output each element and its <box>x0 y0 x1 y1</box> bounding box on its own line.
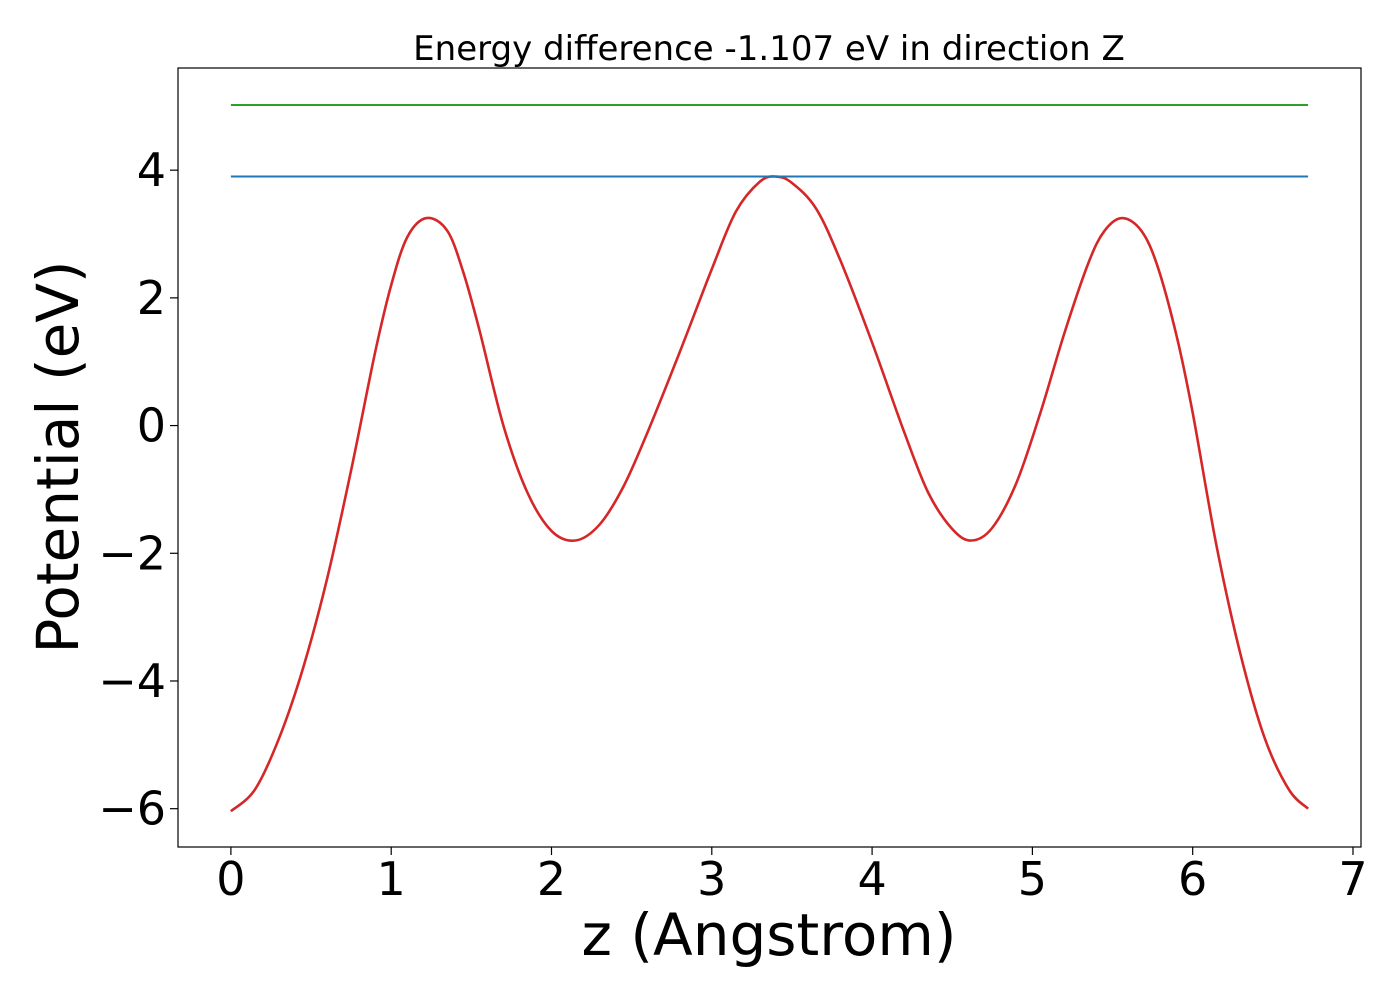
chart-title: Energy difference -1.107 eV in direction… <box>413 29 1125 69</box>
x-tick-label: 5 <box>1018 852 1047 906</box>
x-axis-ticks: 0 1 2 3 4 5 6 7 <box>216 847 1368 906</box>
y-tick-label: 0 <box>137 399 166 453</box>
plot-frame <box>177 67 1362 848</box>
y-tick-label: 2 <box>137 271 166 325</box>
y-tick-label: −6 <box>98 782 166 836</box>
x-tick-label: 6 <box>1178 852 1207 906</box>
x-tick-label: 3 <box>697 852 726 906</box>
y-axis-label: Potential (eV) <box>24 260 92 653</box>
y-axis-ticks: −6 −4 −2 0 2 4 <box>98 143 178 836</box>
x-axis-label: z (Angstrom) <box>582 901 957 969</box>
x-tick-label: 2 <box>537 852 566 906</box>
y-tick-label: 4 <box>137 143 166 197</box>
x-tick-label: 4 <box>857 852 886 906</box>
x-tick-label: 7 <box>1338 852 1367 906</box>
x-tick-label: 1 <box>377 852 406 906</box>
y-tick-label: −4 <box>98 654 166 708</box>
x-tick-label: 0 <box>216 852 245 906</box>
series-layer <box>230 104 1310 813</box>
y-tick-label: −2 <box>98 526 166 580</box>
